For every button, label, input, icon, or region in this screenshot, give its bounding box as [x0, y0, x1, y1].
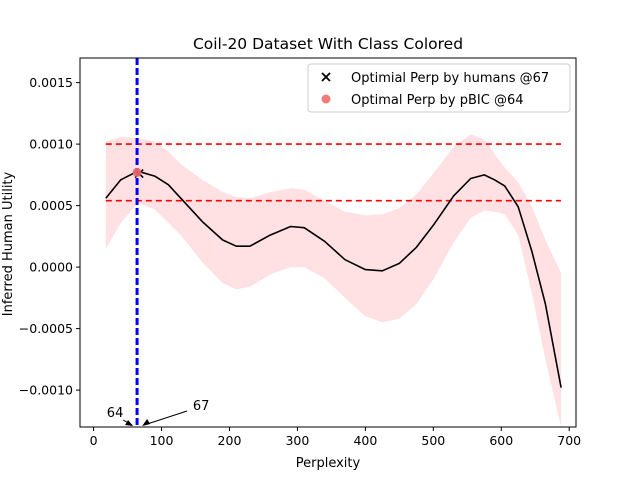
pbic-optimum-marker [132, 167, 142, 177]
annotation-arrowhead-64 [125, 420, 134, 426]
legend-label-pbic: Optimal Perp by pBIC @64 [351, 93, 524, 108]
x-tick-label: 200 [218, 433, 242, 448]
y-tick-label: −0.0005 [19, 321, 73, 336]
plot-area: 0 100 200 300 400 500 600 700 −0.0010 −0.0005 0.00… [19, 57, 581, 448]
annotation-arrow-67 [143, 410, 188, 426]
annotation-67: 67 [193, 399, 210, 414]
y-tick-label: 0.0005 [29, 198, 73, 213]
y-tick-label: −0.0010 [19, 383, 73, 398]
legend-box [307, 63, 571, 113]
x-tick-label: 700 [557, 433, 581, 448]
utility-line [105, 170, 562, 388]
y-tick-label: 0.0010 [29, 137, 73, 152]
x-tick-label: 300 [285, 433, 309, 448]
y-axis-label: Inferred Human Utility [1, 171, 16, 316]
annotation-arrowhead-67 [142, 419, 151, 426]
legend-circle-marker [321, 94, 331, 104]
chart-title: Coil-20 Dataset With Class Colored [193, 35, 463, 53]
y-tick-label: 0.0000 [29, 260, 73, 275]
x-tick-label: 600 [489, 433, 513, 448]
legend-x-marker [321, 72, 331, 82]
x-tick-label: 0 [90, 433, 98, 448]
y-tick-label: 0.0015 [29, 75, 73, 90]
x-axis-label: Perplexity [296, 456, 361, 471]
legend-label-humans: Optimial Perp by humans @67 [351, 71, 549, 86]
x-tick-label: 500 [421, 433, 445, 448]
annotation-64: 64 [107, 406, 124, 421]
plot-content [105, 58, 562, 427]
axes-frame [79, 57, 577, 428]
legend: Optimial Perp by humans @67 Optimal Perp … [307, 63, 571, 113]
uncertainty-band [105, 134, 562, 427]
x-tick-label: 400 [353, 433, 377, 448]
x-tick-label: 100 [150, 433, 174, 448]
